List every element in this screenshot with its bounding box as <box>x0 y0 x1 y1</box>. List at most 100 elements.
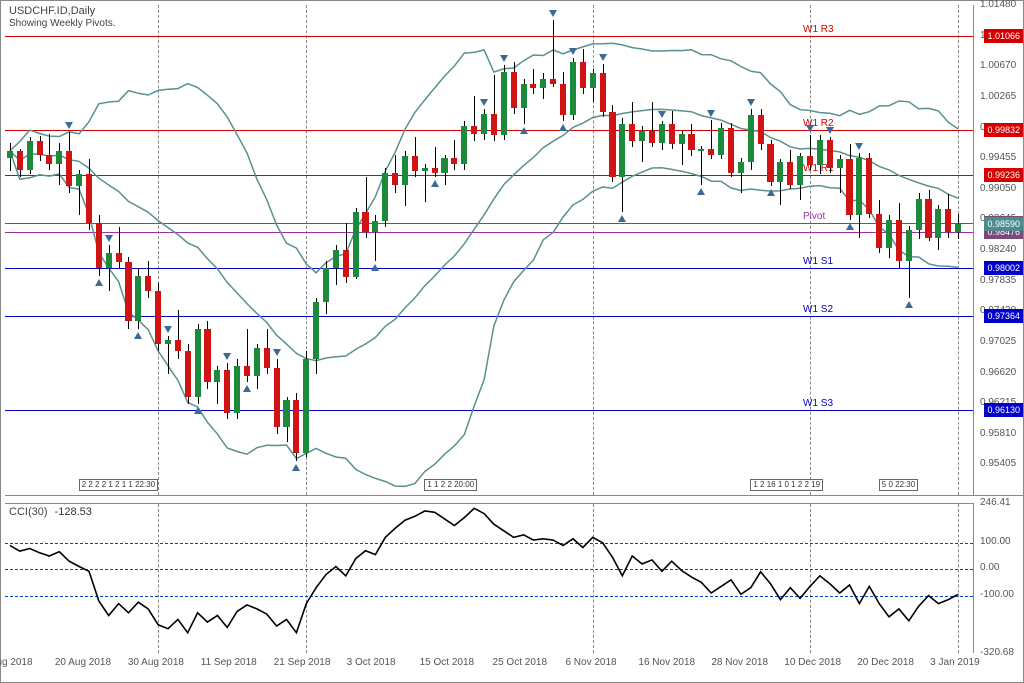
candle-body[interactable] <box>451 158 457 164</box>
candle-body[interactable] <box>224 370 230 413</box>
candle-body[interactable] <box>600 73 606 112</box>
candle-body[interactable] <box>767 144 773 182</box>
candle-body[interactable] <box>570 62 576 115</box>
candle-body[interactable] <box>629 124 635 141</box>
candle-body[interactable] <box>125 262 131 321</box>
candle-body[interactable] <box>37 141 43 155</box>
candle-body[interactable] <box>698 149 704 151</box>
candle-body[interactable] <box>708 149 714 155</box>
candle-body[interactable] <box>886 220 892 249</box>
candle-body[interactable] <box>916 199 922 231</box>
candle-body[interactable] <box>283 400 289 426</box>
candle-body[interactable] <box>303 359 309 454</box>
candle-body[interactable] <box>155 291 161 344</box>
candle-body[interactable] <box>86 174 92 223</box>
candle-body[interactable] <box>333 250 339 268</box>
candle-body[interactable] <box>935 209 941 238</box>
candle-body[interactable] <box>481 114 487 134</box>
candle-body[interactable] <box>866 158 872 214</box>
candle-body[interactable] <box>501 72 507 136</box>
candle-body[interactable] <box>659 124 665 142</box>
candle-body[interactable] <box>590 73 596 88</box>
candle-body[interactable] <box>27 141 33 170</box>
candle-body[interactable] <box>106 253 112 268</box>
candle-body[interactable] <box>955 224 961 232</box>
candle-body[interactable] <box>777 162 783 182</box>
candle-body[interactable] <box>234 366 240 413</box>
candle-body[interactable] <box>925 199 931 238</box>
candle-body[interactable] <box>372 221 378 232</box>
candle-body[interactable] <box>432 168 438 173</box>
candle-body[interactable] <box>827 140 833 169</box>
candle-body[interactable] <box>244 366 250 375</box>
candle-body[interactable] <box>135 276 141 321</box>
candle-body[interactable] <box>728 128 734 173</box>
candle-body[interactable] <box>323 268 329 302</box>
candle-body[interactable] <box>906 230 912 260</box>
candle-body[interactable] <box>896 220 902 261</box>
candle-body[interactable] <box>609 112 615 177</box>
candle-body[interactable] <box>274 368 280 427</box>
candle-body[interactable] <box>293 400 299 453</box>
candle-body[interactable] <box>876 214 882 249</box>
candle-body[interactable] <box>362 212 368 232</box>
candle-body[interactable] <box>550 79 556 84</box>
candle-body[interactable] <box>116 253 122 262</box>
candle-body[interactable] <box>145 276 151 291</box>
candle-body[interactable] <box>382 173 388 221</box>
candle-body[interactable] <box>521 84 527 108</box>
candle-body[interactable] <box>787 162 793 185</box>
candle-body[interactable] <box>560 84 566 116</box>
candle-body[interactable] <box>66 151 72 187</box>
candle-body[interactable] <box>392 173 398 185</box>
candle-body[interactable] <box>412 156 418 171</box>
candle-body[interactable] <box>540 79 546 88</box>
candle-body[interactable] <box>461 126 467 164</box>
candle-body[interactable] <box>491 114 497 135</box>
candle-body[interactable] <box>343 250 349 277</box>
fractal-down-icon <box>905 301 913 308</box>
price-chart[interactable]: W1 R3W1 R2W1 R1PivotW1 S1W1 S2W1 S32 2 2… <box>5 5 973 495</box>
candle-body[interactable] <box>679 134 685 145</box>
candle-body[interactable] <box>758 115 764 144</box>
candle-body[interactable] <box>471 126 477 134</box>
candle-body[interactable] <box>185 351 191 396</box>
candle-body[interactable] <box>807 156 813 165</box>
candle-body[interactable] <box>175 340 181 351</box>
candle-body[interactable] <box>46 155 52 164</box>
candle-body[interactable] <box>530 84 536 89</box>
candle-body[interactable] <box>96 223 102 268</box>
candle-body[interactable] <box>639 131 645 142</box>
candle-body[interactable] <box>797 156 803 185</box>
candle-body[interactable] <box>17 151 23 170</box>
candle-body[interactable] <box>313 302 319 359</box>
candle-body[interactable] <box>846 159 852 215</box>
candle-body[interactable] <box>738 162 744 173</box>
candle-body[interactable] <box>688 134 694 151</box>
candle-body[interactable] <box>165 340 171 344</box>
cci-chart[interactable] <box>5 503 973 653</box>
candle-body[interactable] <box>56 151 62 164</box>
candle-body[interactable] <box>856 158 862 215</box>
candle-body[interactable] <box>195 329 201 397</box>
candle-body[interactable] <box>945 209 951 232</box>
candle-body[interactable] <box>76 174 82 187</box>
candle-body[interactable] <box>264 348 270 368</box>
candle-body[interactable] <box>837 159 843 168</box>
candle-body[interactable] <box>649 131 655 143</box>
candle-body[interactable] <box>402 156 408 185</box>
candle-body[interactable] <box>7 151 13 158</box>
candle-body[interactable] <box>748 115 754 162</box>
candle-body[interactable] <box>718 128 724 155</box>
candle-body[interactable] <box>204 329 210 382</box>
candle-body[interactable] <box>254 348 260 376</box>
candle-body[interactable] <box>441 158 447 173</box>
candle-body[interactable] <box>353 212 359 277</box>
candle-body[interactable] <box>214 370 220 381</box>
candle-body[interactable] <box>817 140 823 166</box>
candle-body[interactable] <box>580 62 586 88</box>
candle-body[interactable] <box>511 72 517 108</box>
candle-body[interactable] <box>422 168 428 171</box>
candle-body[interactable] <box>669 124 675 144</box>
candle-body[interactable] <box>619 124 625 177</box>
